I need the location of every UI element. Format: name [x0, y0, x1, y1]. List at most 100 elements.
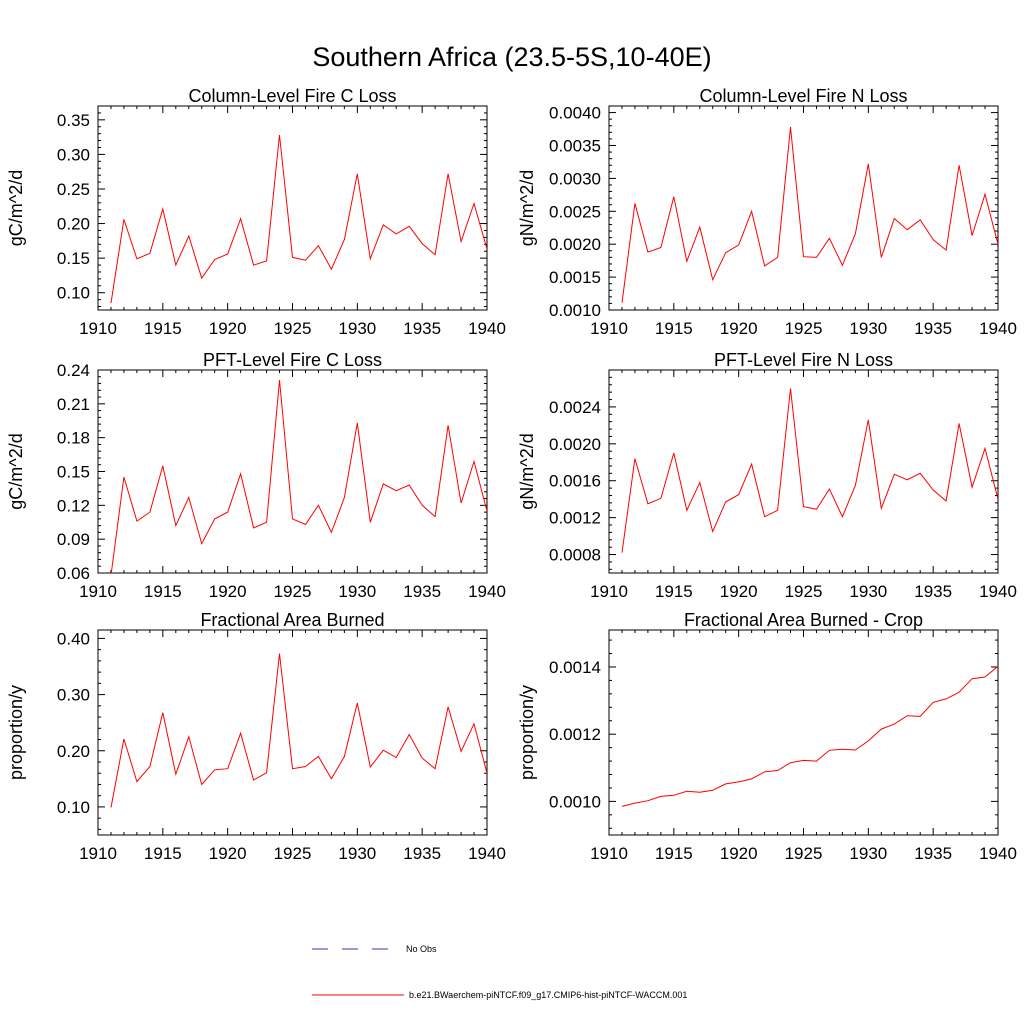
- y-tick-label: 0.0020: [549, 235, 601, 254]
- x-tick-label: 1910: [79, 582, 117, 601]
- y-tick-label: 0.0016: [549, 472, 601, 491]
- chart-panel-5: Fractional Area Burned proportion/y 1910 19…: [6, 610, 506, 863]
- x-tick-label: 1935: [914, 319, 952, 338]
- plot-frame: [97, 369, 488, 574]
- x-tick-label: 1940: [468, 582, 506, 601]
- x-tick-label: 1910: [590, 319, 628, 338]
- y-tick-label: 0.10: [57, 798, 90, 817]
- x-tick-label: 1910: [590, 844, 628, 863]
- series-line: [621, 388, 998, 553]
- x-tick-label: 1910: [79, 319, 117, 338]
- y-tick-label: 0.20: [57, 215, 90, 234]
- x-tick-label: 1935: [403, 844, 441, 863]
- x-tick-label: 1935: [403, 582, 441, 601]
- x-tick-label: 1920: [720, 582, 758, 601]
- legend-label-model: b.e21.BWaerchem-piNTCF.f09_g17.CMIP6-his…: [409, 990, 687, 1000]
- x-tick-label: 1915: [655, 582, 693, 601]
- x-tick-label: 1925: [274, 844, 312, 863]
- legend-label-no-obs: No Obs: [406, 944, 437, 954]
- chart-panel-2: Column-Level Fire N Loss gN/m^2/d 1910 1915…: [517, 86, 1017, 338]
- x-tick-label: 1920: [209, 582, 247, 601]
- y-tick-label: 0.0025: [549, 202, 601, 221]
- x-tick-label: 1940: [468, 319, 506, 338]
- y-tick-label: 0.0012: [549, 725, 601, 744]
- x-tick-label: 1920: [209, 844, 247, 863]
- y-tick-label: 0.0035: [549, 136, 601, 155]
- plot-frame: [608, 369, 999, 574]
- y-tick-label: 0.30: [57, 145, 90, 164]
- y-tick-label: 0.0008: [549, 546, 601, 565]
- figure-title: Southern Africa (23.5-5S,10-40E): [312, 42, 711, 72]
- legend: No Obs b.e21.BWaerchem-piNTCF.f09_g17.CM…: [312, 944, 687, 1000]
- y-axis-label: proportion/y: [6, 685, 26, 780]
- y-axis-label: gN/m^2/d: [517, 170, 537, 246]
- y-tick-label: 0.18: [57, 429, 90, 448]
- x-tick-label: 1925: [785, 844, 823, 863]
- x-tick-label: 1920: [720, 319, 758, 338]
- x-tick-label: 1920: [720, 844, 758, 863]
- y-tick-label: 0.20: [57, 742, 90, 761]
- y-tick-label: 0.15: [57, 249, 90, 268]
- y-axis-label: gC/m^2/d: [6, 170, 26, 246]
- chart-panel-3: PFT-Level Fire C Loss gC/m^2/d 1910 1915 192…: [6, 350, 506, 601]
- series-line: [110, 653, 487, 808]
- y-tick-label: 0.0010: [549, 792, 601, 811]
- x-tick-label: 1915: [144, 582, 182, 601]
- y-tick-label: 0.0012: [549, 509, 601, 528]
- panels-group: Column-Level Fire C Loss gC/m^2/d 1910 1915…: [6, 86, 1017, 863]
- x-tick-label: 1940: [979, 844, 1017, 863]
- y-tick-label: 0.40: [57, 629, 90, 648]
- y-axis-label: gC/m^2/d: [6, 433, 26, 509]
- series-line: [621, 665, 998, 807]
- x-tick-label: 1930: [849, 319, 887, 338]
- x-tick-label: 1935: [914, 844, 952, 863]
- chart-panel-4: PFT-Level Fire N Loss gN/m^2/d 1910 1915 192…: [517, 350, 1017, 601]
- x-tick-label: 1935: [403, 319, 441, 338]
- chart-panel-6: Fractional Area Burned - Crop proportion/…: [517, 610, 1017, 863]
- x-tick-label: 1930: [338, 582, 376, 601]
- plot-frame: [97, 105, 488, 311]
- x-tick-label: 1930: [849, 844, 887, 863]
- x-tick-label: 1915: [144, 319, 182, 338]
- y-tick-label: 0.0020: [549, 435, 601, 454]
- series-line: [110, 134, 487, 304]
- x-tick-label: 1910: [590, 582, 628, 601]
- series-line: [621, 127, 998, 303]
- y-tick-label: 0.0015: [549, 268, 601, 287]
- y-tick-label: 0.10: [57, 284, 90, 303]
- chart-panel-1: Column-Level Fire C Loss gC/m^2/d 1910 1915…: [6, 86, 506, 338]
- x-tick-label: 1925: [274, 582, 312, 601]
- y-tick-label: 0.06: [57, 564, 90, 583]
- y-tick-label: 0.15: [57, 463, 90, 482]
- y-tick-label: 0.0024: [549, 398, 601, 417]
- y-axis-label: gN/m^2/d: [517, 433, 537, 509]
- x-tick-label: 1925: [274, 319, 312, 338]
- y-tick-label: 0.21: [57, 395, 90, 414]
- y-tick-label: 0.0014: [549, 658, 601, 677]
- x-tick-label: 1930: [338, 844, 376, 863]
- series-line: [110, 380, 487, 573]
- y-axis-label: proportion/y: [517, 685, 537, 780]
- y-tick-label: 0.0040: [549, 104, 601, 123]
- panel-title: PFT-Level Fire C Loss: [203, 350, 382, 370]
- y-tick-label: 0.0010: [549, 301, 601, 320]
- x-tick-label: 1910: [79, 844, 117, 863]
- x-tick-label: 1940: [979, 582, 1017, 601]
- x-tick-label: 1925: [785, 582, 823, 601]
- y-tick-label: 0.35: [57, 111, 90, 130]
- y-tick-label: 0.0030: [549, 169, 601, 188]
- x-tick-label: 1930: [849, 582, 887, 601]
- panel-title: Fractional Area Burned - Crop: [684, 610, 923, 630]
- plot-frame: [97, 629, 488, 836]
- x-tick-label: 1930: [338, 319, 376, 338]
- panel-title: Column-Level Fire N Loss: [699, 86, 907, 106]
- x-tick-label: 1925: [785, 319, 823, 338]
- plot-frame: [608, 629, 999, 836]
- x-tick-label: 1940: [979, 319, 1017, 338]
- panel-title: PFT-Level Fire N Loss: [714, 350, 893, 370]
- panel-title: Column-Level Fire C Loss: [188, 86, 396, 106]
- y-tick-label: 0.12: [57, 496, 90, 515]
- y-tick-label: 0.25: [57, 180, 90, 199]
- plot-frame: [608, 105, 999, 311]
